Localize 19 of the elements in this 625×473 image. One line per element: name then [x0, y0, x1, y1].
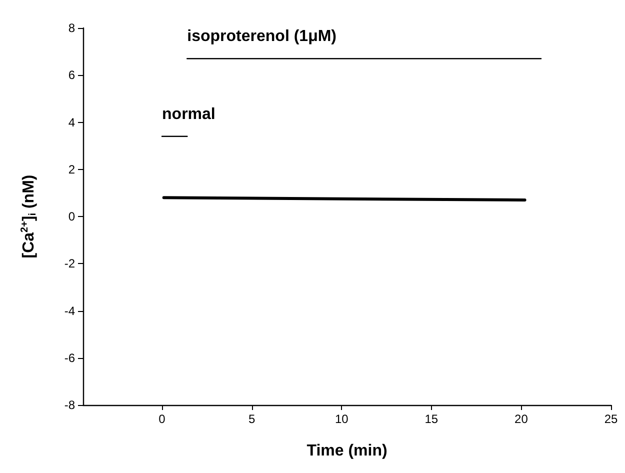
x-tick-label: 20: [514, 412, 528, 426]
series-label: isoproterenol (1μM): [187, 28, 337, 46]
x-tick-label: 5: [248, 412, 256, 426]
y-tick-label: -4: [64, 304, 76, 318]
x-tick-label: 0: [158, 412, 166, 426]
y-tick-label: -2: [64, 256, 76, 271]
y-tick-label: 4: [68, 115, 76, 130]
x-axis-title: Time (min): [306, 442, 388, 460]
y-tick-label: 2: [68, 162, 76, 176]
x-tick-label: 10: [334, 412, 349, 426]
y-tick-label: 8: [68, 21, 76, 35]
y-tick-label: 6: [68, 68, 76, 82]
y-tick-label: 0: [68, 210, 76, 224]
y-tick-label: -6: [64, 350, 76, 365]
x-tick-label: 15: [424, 412, 438, 426]
y-axis-title: [Ca2+]i (nM): [20, 174, 38, 258]
x-tick-label: 25: [604, 412, 618, 426]
y-tick-label: -8: [64, 398, 76, 412]
series-label: normal: [162, 106, 216, 123]
